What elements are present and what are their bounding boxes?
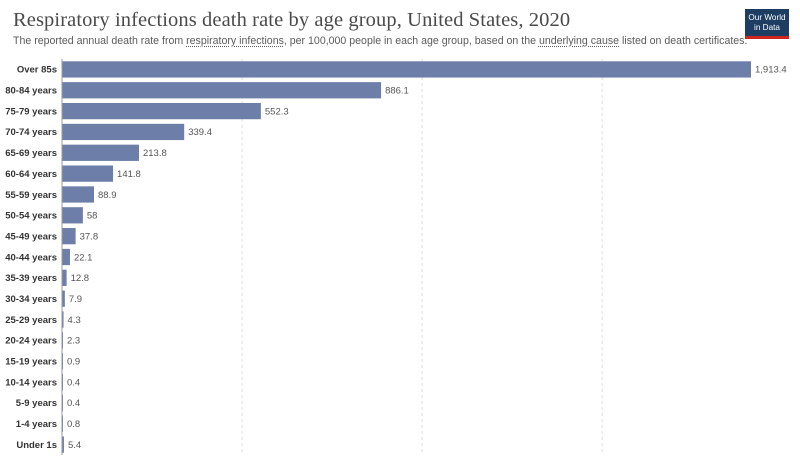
bar[interactable] — [62, 123, 185, 141]
subtitle-link[interactable]: underlying cause — [538, 35, 620, 47]
category-label: 30-34 years — [5, 294, 57, 305]
category-label: 80-84 years — [5, 86, 57, 97]
bar[interactable] — [62, 165, 114, 182]
category-label: 10-14 years — [5, 377, 57, 388]
value-label: 552.3 — [265, 106, 289, 117]
value-label: 1,913.4 — [755, 65, 787, 76]
bar[interactable] — [62, 436, 64, 453]
value-label: 0.4 — [67, 377, 80, 388]
value-label: 12.8 — [71, 273, 90, 284]
value-label: 339.4 — [188, 127, 212, 138]
bar[interactable] — [62, 269, 67, 286]
value-label: 88.9 — [98, 190, 117, 201]
value-label: 0.8 — [67, 419, 80, 430]
value-label: 0.4 — [67, 398, 80, 409]
bar[interactable] — [62, 82, 382, 99]
category-label: 70-74 years — [5, 127, 57, 138]
category-label: 35-39 years — [5, 273, 57, 284]
category-label: 15-19 years — [5, 357, 57, 368]
bar[interactable] — [62, 144, 139, 161]
category-label: 75-79 years — [5, 106, 57, 117]
subtitle-text: , per 100,000 people in each age group, … — [283, 35, 539, 47]
bar[interactable] — [62, 311, 64, 328]
value-label: 58 — [87, 211, 98, 222]
owid-logo[interactable]: Our World in Data — [745, 9, 789, 39]
category-label: 5-9 years — [16, 398, 57, 409]
logo-line-1: Our World — [748, 13, 786, 22]
category-label: 65-69 years — [5, 148, 57, 159]
value-label: 2.3 — [67, 336, 80, 347]
value-label: 213.8 — [143, 148, 167, 159]
bar[interactable] — [62, 186, 95, 203]
bar[interactable] — [62, 61, 751, 78]
bar[interactable] — [62, 102, 261, 120]
value-label: 0.9 — [67, 357, 80, 368]
category-label: 45-49 years — [5, 231, 57, 242]
category-label: 40-44 years — [5, 252, 57, 263]
category-label: Over 85s — [17, 65, 57, 76]
logo-line-2: in Data — [754, 22, 780, 32]
category-label: 20-24 years — [5, 336, 57, 347]
bar[interactable] — [62, 248, 70, 266]
bar[interactable] — [62, 228, 76, 245]
category-label: 1-4 years — [16, 419, 57, 430]
value-label: 37.8 — [80, 231, 99, 242]
value-label: 141.8 — [117, 169, 141, 180]
category-label: 25-29 years — [5, 315, 57, 326]
category-label: 50-54 years — [5, 211, 57, 222]
subtitle-text: listed on death certificates. — [619, 35, 748, 47]
bar[interactable] — [62, 290, 65, 307]
chart-subtitle: The reported annual death rate from resp… — [13, 35, 747, 47]
subtitle-text: The reported annual death rate from — [13, 35, 187, 47]
category-label: 60-64 years — [5, 169, 57, 180]
value-label: 4.3 — [68, 315, 81, 326]
value-label: 7.9 — [69, 294, 82, 305]
value-label: 5.4 — [68, 440, 81, 451]
category-label: 55-59 years — [5, 190, 57, 201]
chart-title: Respiratory infections death rate by age… — [13, 9, 571, 31]
value-label: 886.1 — [385, 86, 409, 97]
bar[interactable] — [62, 207, 83, 224]
value-label: 22.1 — [74, 252, 93, 263]
category-label: Under 1s — [16, 440, 57, 451]
subtitle-link[interactable]: respiratory infections — [186, 35, 284, 47]
